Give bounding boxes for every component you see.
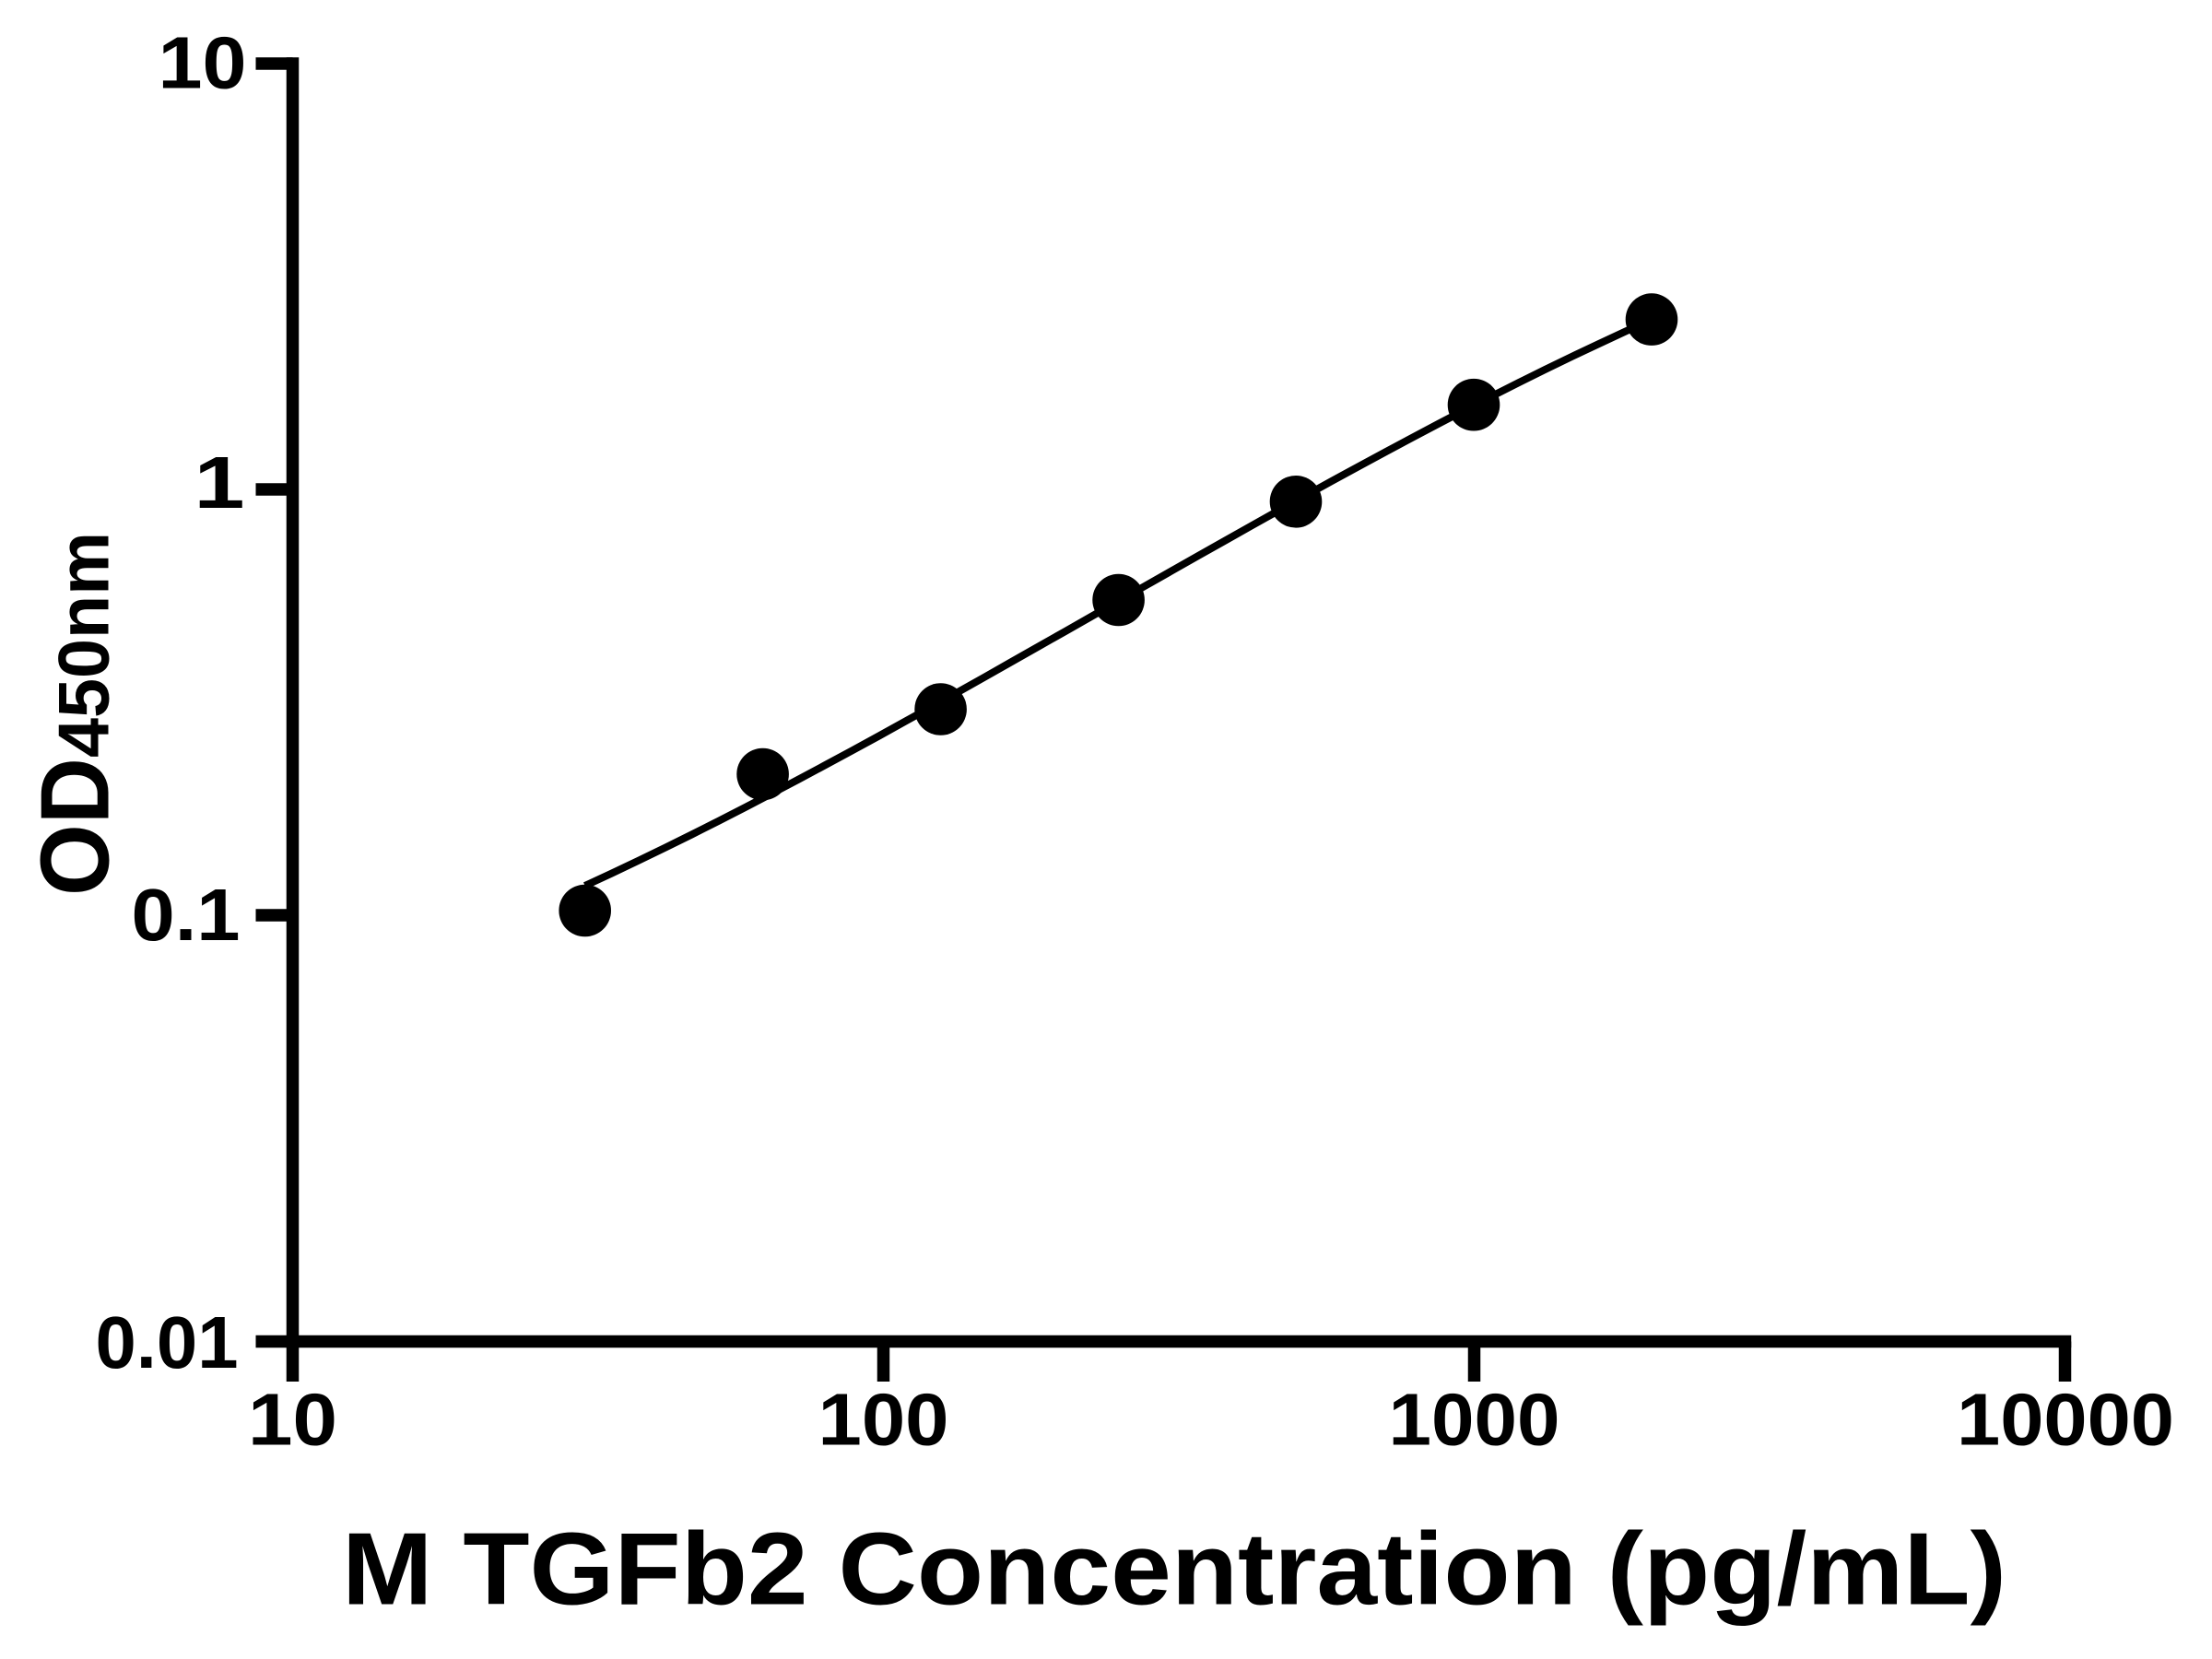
svg-text:1000: 1000: [1389, 1379, 1560, 1461]
svg-text:10: 10: [159, 22, 247, 104]
svg-text:0.1: 0.1: [132, 874, 241, 956]
svg-text:10000: 10000: [1957, 1379, 2174, 1461]
svg-text:OD450nm: OD450nm: [21, 532, 130, 896]
svg-text:0.01: 0.01: [96, 1301, 239, 1383]
svg-text:M TGFb2 Concentration (pg/mL): M TGFb2 Concentration (pg/mL): [342, 1512, 2006, 1627]
svg-text:10: 10: [248, 1379, 337, 1461]
svg-text:1: 1: [194, 441, 245, 524]
svg-text:100: 100: [818, 1379, 949, 1461]
